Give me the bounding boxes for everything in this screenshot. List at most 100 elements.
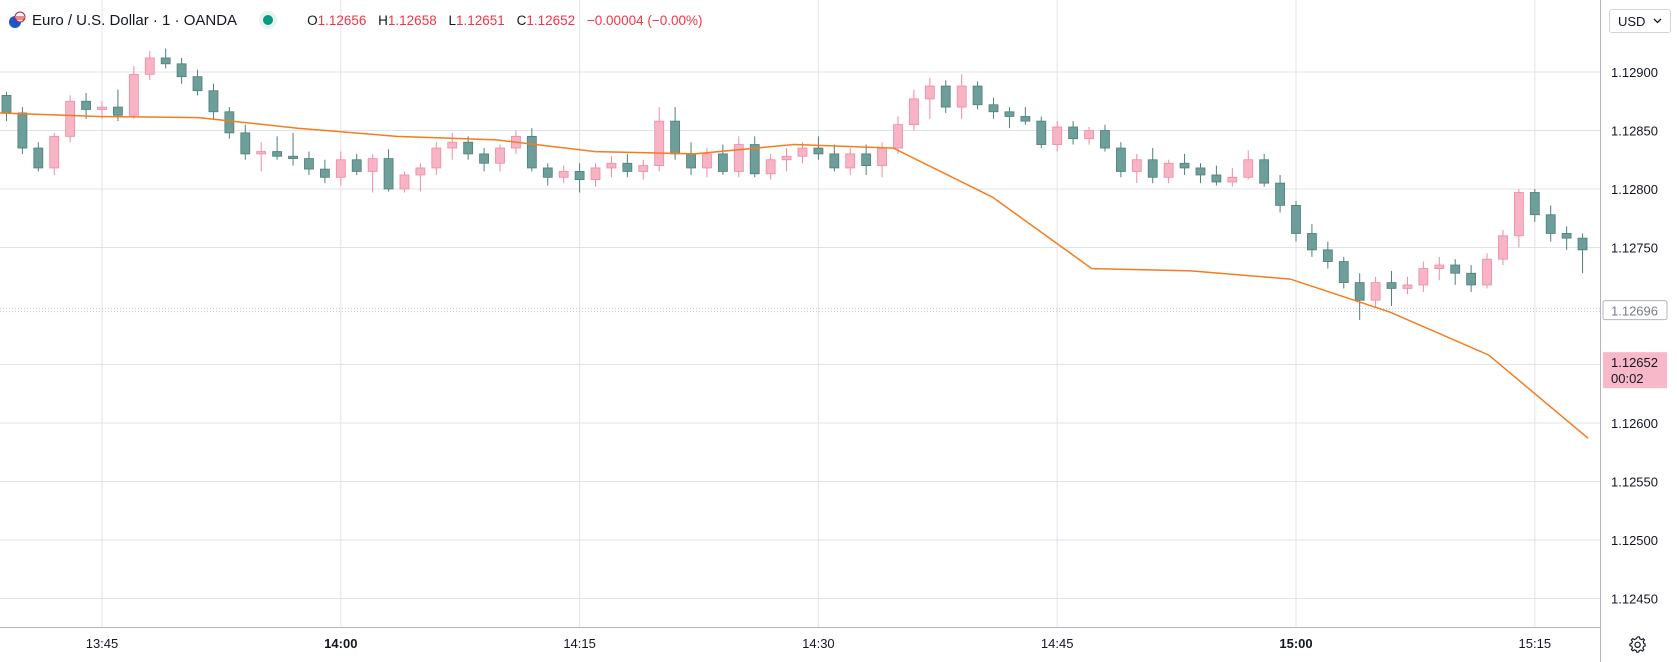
candle	[49, 132, 60, 175]
candle	[717, 144, 728, 175]
candle	[1195, 163, 1206, 184]
low-value: 1.12651	[456, 12, 505, 28]
countdown-label: 00:02	[1611, 371, 1644, 386]
candle	[606, 156, 617, 178]
candle	[1100, 124, 1110, 152]
y-tick-label: 1.12600	[1611, 416, 1658, 431]
candle	[638, 159, 649, 180]
euro-dollar-flag-icon[interactable]	[8, 11, 26, 29]
candle	[670, 107, 681, 160]
y-tick-label: 1.12800	[1611, 182, 1658, 197]
candle	[1004, 107, 1015, 129]
candle	[1211, 165, 1222, 186]
candle	[447, 132, 458, 160]
candle	[208, 83, 219, 119]
candle	[319, 159, 330, 184]
currency-selector[interactable]: USD	[1609, 9, 1671, 33]
candle	[829, 144, 840, 172]
high-label: H	[378, 12, 388, 28]
candle	[622, 153, 633, 178]
candle	[160, 48, 171, 69]
candle	[1418, 261, 1429, 292]
candle	[1354, 273, 1365, 321]
candle	[542, 163, 553, 186]
candle	[893, 116, 903, 154]
candle	[813, 136, 824, 160]
candle	[1498, 229, 1508, 266]
candle	[1482, 253, 1492, 289]
high-value: 1.12658	[387, 12, 437, 28]
candle	[1545, 205, 1556, 242]
candle	[1163, 159, 1174, 184]
candle	[367, 153, 378, 193]
candle	[749, 136, 760, 178]
candle	[1259, 153, 1270, 187]
candle	[988, 97, 999, 119]
candle	[399, 171, 410, 193]
chevron-down-icon	[1653, 18, 1662, 24]
candle	[1307, 224, 1317, 257]
candle	[1338, 256, 1349, 289]
y-tick-label: 1.12850	[1611, 124, 1658, 139]
candle	[1434, 256, 1445, 281]
y-tick-label: 1.12550	[1611, 475, 1658, 490]
y-tick-label: 1.12750	[1611, 241, 1658, 256]
candle	[128, 66, 139, 119]
close-value: 1.12652	[526, 12, 576, 28]
candle	[526, 128, 537, 172]
candle	[765, 153, 776, 180]
candle	[463, 136, 474, 160]
candle	[1402, 276, 1413, 295]
x-tick-label: 14:15	[563, 636, 596, 651]
chart-settings-button[interactable]	[1625, 632, 1651, 658]
candle	[192, 69, 203, 96]
candle	[17, 107, 28, 154]
candle	[272, 136, 283, 160]
chart-grid	[0, 0, 1600, 627]
candles-layer	[1, 48, 1588, 321]
candle	[335, 151, 346, 186]
candle	[1561, 226, 1572, 250]
change-value: −0.00004 (−0.00%)	[586, 12, 703, 28]
x-tick-label: 15:15	[1519, 636, 1552, 651]
marker-price-tag: 1.12696	[1602, 300, 1668, 321]
market-status-dot	[263, 15, 274, 25]
x-tick-label: 14:00	[324, 636, 357, 651]
open-value: 1.12656	[317, 12, 367, 28]
candle	[1052, 121, 1063, 152]
open-label: O	[307, 12, 318, 28]
candle	[415, 163, 426, 192]
moving-average-line	[0, 112, 1589, 439]
candle	[1084, 126, 1094, 145]
candle	[1275, 174, 1285, 213]
candle	[1243, 150, 1254, 180]
symbol-title[interactable]: Euro / U.S. Dollar · 1 · OANDA	[32, 11, 238, 29]
candle	[144, 50, 155, 81]
candle	[1529, 189, 1540, 222]
candle	[1291, 200, 1301, 242]
candle	[924, 77, 935, 119]
candle	[1179, 153, 1190, 175]
moving-average-layer	[0, 112, 1589, 439]
candle	[1386, 270, 1397, 306]
y-tick-label: 1.12900	[1611, 65, 1658, 80]
x-tick-label: 14:30	[802, 636, 835, 651]
candle	[1466, 265, 1477, 292]
candle	[1115, 142, 1126, 178]
candle	[909, 89, 919, 131]
candle	[33, 142, 44, 172]
candle	[590, 163, 601, 187]
candle	[1513, 189, 1524, 248]
candle	[654, 107, 665, 172]
symbol-legend: Euro / U.S. Dollar · 1 · OANDA O1.12656 …	[8, 8, 703, 32]
candle	[495, 144, 505, 172]
candle	[288, 132, 298, 166]
candle	[1020, 107, 1031, 125]
candle	[224, 107, 235, 139]
candle	[1370, 276, 1381, 309]
candle	[1131, 153, 1142, 184]
candle	[304, 151, 314, 175]
candle	[431, 142, 442, 175]
